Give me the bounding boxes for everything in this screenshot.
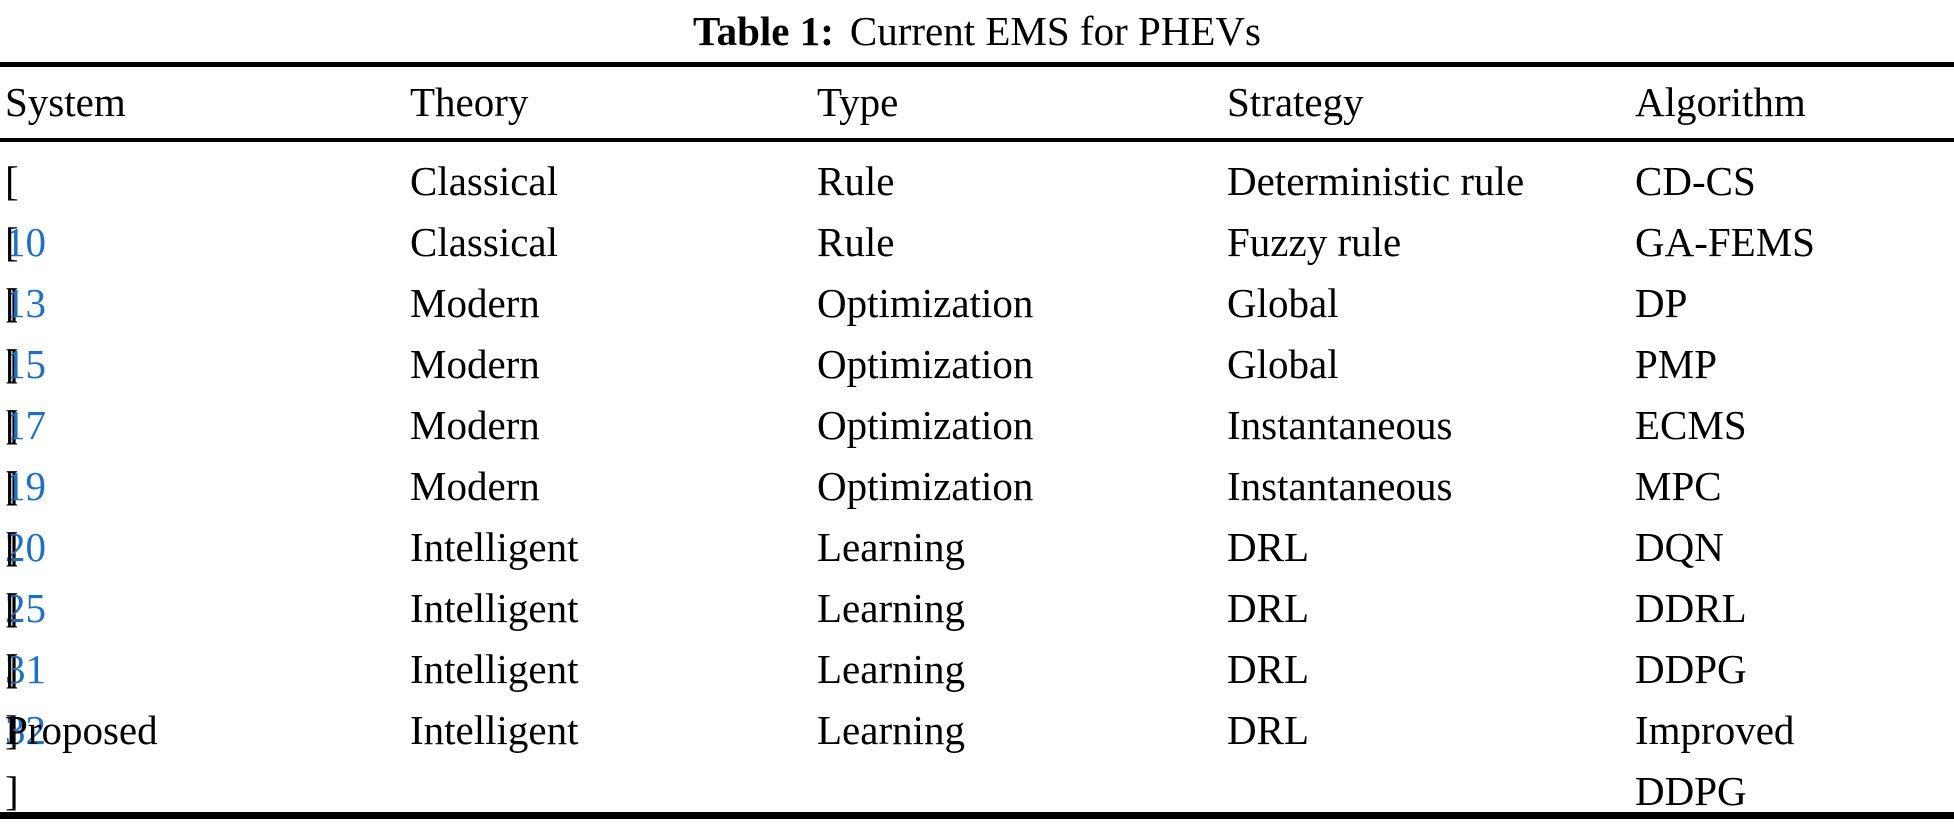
column-header-type: Type xyxy=(817,79,899,125)
citation-link[interactable]: 15 xyxy=(5,341,46,387)
table-row: [31] Intelligent Learning DRL DDRL xyxy=(0,578,1954,753)
table-row: Proposed Intelligent Learning DRL Improved D… xyxy=(0,700,1954,822)
cell-algorithm: CD-CS xyxy=(1635,158,1756,204)
cell-strategy: Instantaneous xyxy=(1227,402,1453,448)
cell-system: [15] xyxy=(5,273,410,456)
cell-system: [10] xyxy=(5,151,410,334)
cell-system: [17] xyxy=(5,334,410,517)
cell-algorithm: ECMS xyxy=(1635,402,1747,448)
cell-theory: Classical xyxy=(410,219,559,265)
cell-algorithm: DDPG xyxy=(1635,646,1747,692)
cell-system: [25] xyxy=(5,517,410,700)
table-row: [25] Intelligent Learning DRL DQN xyxy=(0,517,1954,692)
cell-strategy: DRL xyxy=(1227,585,1309,631)
cell-type: Optimization xyxy=(817,341,1034,387)
citation-link[interactable]: 25 xyxy=(5,585,46,631)
cell-strategy: Global xyxy=(1227,280,1339,326)
cell-type: Rule xyxy=(817,158,895,204)
cell-theory: Intelligent xyxy=(410,524,579,570)
table-row: [15] Modern Optimization Global DP xyxy=(0,273,1954,448)
cell-algorithm: MPC xyxy=(1635,463,1722,509)
citation-link[interactable]: 10 xyxy=(5,219,46,265)
cell-type: Optimization xyxy=(817,280,1034,326)
cell-algorithm: DDRL xyxy=(1635,585,1747,631)
ems-table: System Theory Type Strategy Algorithm [1… xyxy=(0,62,1954,819)
cell-theory: Intelligent xyxy=(410,585,579,631)
citation-link[interactable]: 19 xyxy=(5,463,46,509)
cell-theory: Classical xyxy=(410,158,559,204)
cell-theory: Intelligent xyxy=(410,646,579,692)
table-caption-label: Table 1: xyxy=(692,8,834,54)
column-header-system: System xyxy=(5,79,126,125)
citation-link[interactable]: 20 xyxy=(5,524,46,570)
cell-system: [31] xyxy=(5,578,410,761)
cell-system: [20] xyxy=(5,456,410,639)
column-header-theory: Theory xyxy=(410,79,529,125)
cell-type: Optimization xyxy=(817,402,1034,448)
column-header-algorithm: Algorithm xyxy=(1635,79,1806,125)
cell-theory: Modern xyxy=(410,280,540,326)
table-row: [19] Modern Optimization Instantaneous ECMS xyxy=(0,395,1954,570)
cell-theory: Intelligent xyxy=(410,707,579,753)
cell-strategy: DRL xyxy=(1227,524,1309,570)
cell-theory: Modern xyxy=(410,402,540,448)
cell-type: Optimization xyxy=(817,463,1034,509)
table-row: [20] Modern Optimization Instantaneous MPC xyxy=(0,456,1954,631)
cell-system: [19] xyxy=(5,395,410,578)
cell-type: Rule xyxy=(817,219,895,265)
cell-type: Learning xyxy=(817,707,965,753)
column-header-strategy: Strategy xyxy=(1227,79,1364,125)
cell-type: Learning xyxy=(817,524,965,570)
table-header-row: System Theory Type Strategy Algorithm xyxy=(0,67,1954,142)
cell-system: Proposed xyxy=(5,707,158,753)
cell-algorithm: DQN xyxy=(1635,524,1724,570)
table-body: [10] Classical Rule Deterministic rule CD-CS… xyxy=(0,142,1954,814)
cell-strategy: Global xyxy=(1227,341,1339,387)
table-row: [32] Intelligent Learning DRL DDPG xyxy=(0,639,1954,814)
cell-type: Learning xyxy=(817,646,965,692)
cell-system: [32] xyxy=(5,639,410,822)
cell-type: Learning xyxy=(817,585,965,631)
cell-strategy: DRL xyxy=(1227,707,1309,753)
citation-link[interactable]: 32 xyxy=(5,707,46,753)
table-caption-text: Current EMS for PHEVs xyxy=(849,8,1261,54)
citation-link[interactable]: 13 xyxy=(5,280,46,326)
cell-algorithm: DP xyxy=(1635,280,1688,326)
cell-theory: Modern xyxy=(410,341,540,387)
citation-link[interactable]: 17 xyxy=(5,402,46,448)
cell-theory: Modern xyxy=(410,463,540,509)
cell-algorithm: PMP xyxy=(1635,341,1718,387)
table-row: [17] Modern Optimization Global PMP xyxy=(0,334,1954,509)
cell-algorithm: Improved DDPG xyxy=(1635,707,1795,814)
table-row: [13] Classical Rule Fuzzy rule GA-FEMS xyxy=(0,212,1954,387)
cell-strategy: Instantaneous xyxy=(1227,463,1453,509)
cell-strategy: DRL xyxy=(1227,646,1309,692)
citation-link[interactable]: 31 xyxy=(5,646,46,692)
cell-strategy: Deterministic rule xyxy=(1227,158,1525,204)
table-caption: Table 1: Current EMS for PHEVs xyxy=(0,0,1954,62)
table-row: [10] Classical Rule Deterministic rule CD-CS xyxy=(0,151,1954,326)
cell-system: [13] xyxy=(5,212,410,395)
cell-strategy: Fuzzy rule xyxy=(1227,219,1402,265)
cell-algorithm: GA-FEMS xyxy=(1635,219,1815,265)
